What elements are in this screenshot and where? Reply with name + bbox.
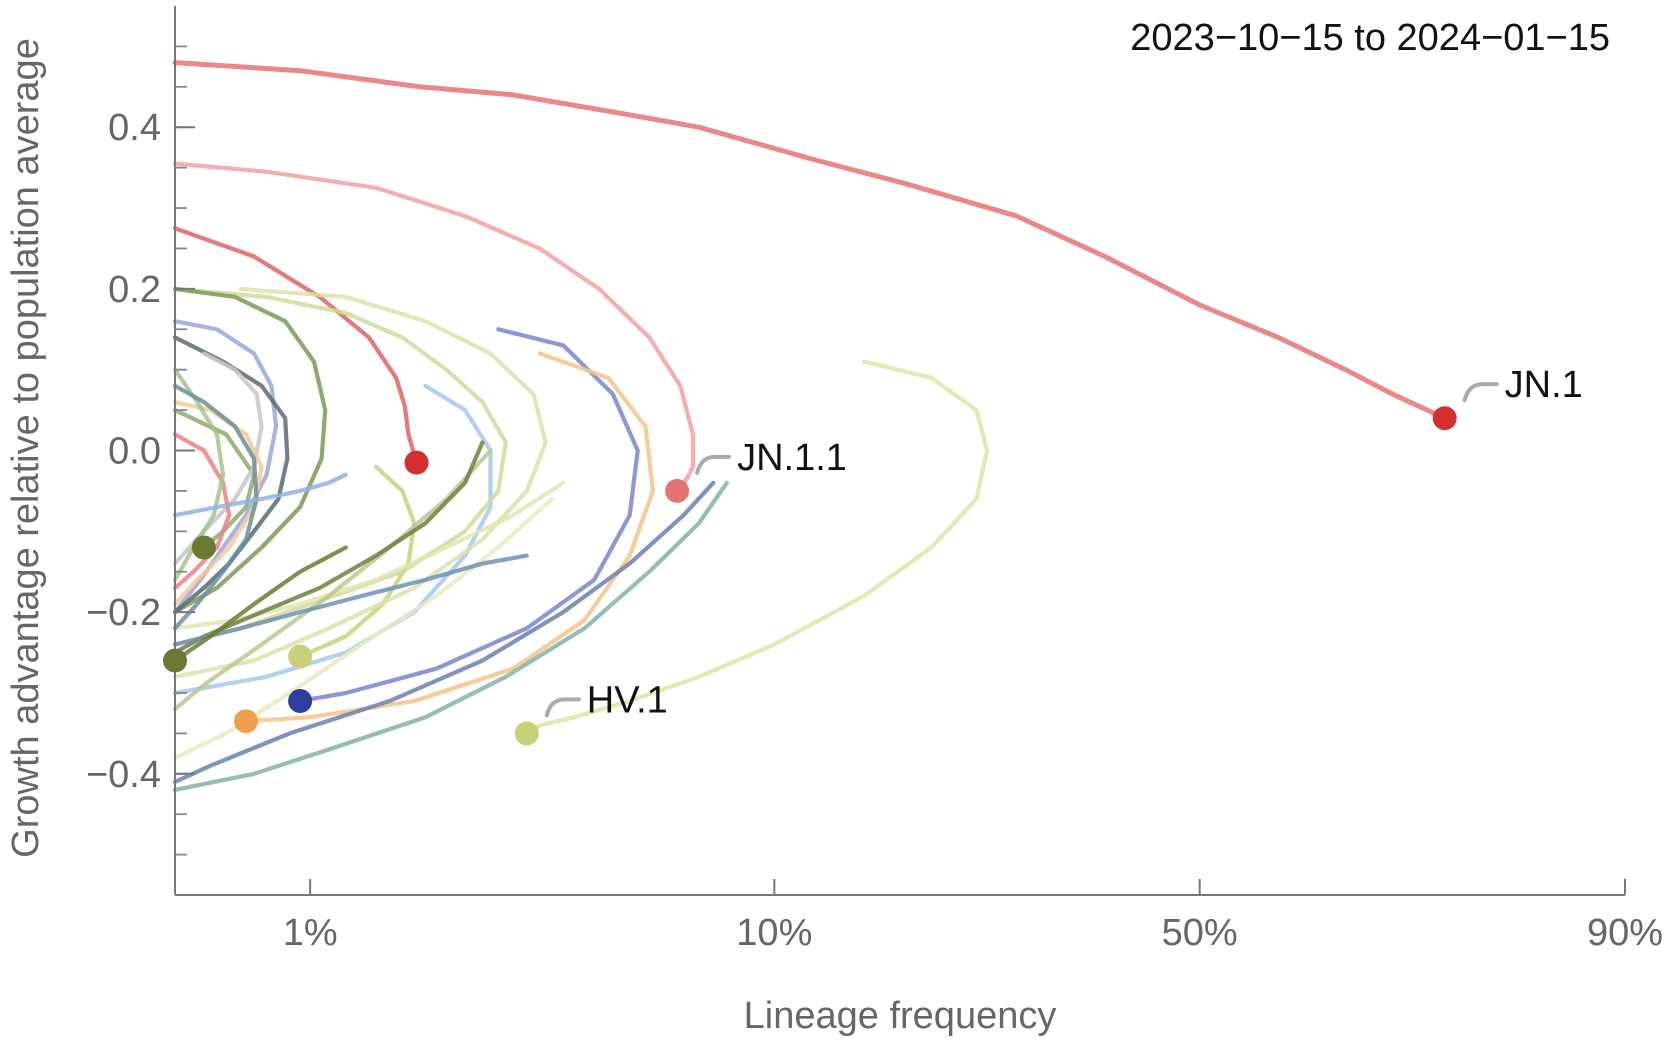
x-tick-label: 90% (1587, 912, 1663, 954)
endpoint-lineage-7 (191, 535, 216, 560)
endpoint-lineage-5 (288, 689, 313, 713)
series-layer (172, 60, 1448, 793)
series-line-lineage-11 (172, 480, 716, 785)
label-leader-jn-1-1 (695, 454, 732, 475)
lineage-label-jn-1-1: JN.1.1 (737, 437, 847, 479)
label-leader-hv-1 (544, 697, 581, 718)
x-axis-title: Lineage frequency (744, 995, 1057, 1037)
series-line-lineage-13 (172, 286, 548, 679)
series-line-lineage-27 (172, 553, 529, 647)
endpoint-jn-1 (1432, 406, 1457, 431)
y-tick-label: −0.4 (86, 754, 161, 796)
series-line-jn-1 (172, 60, 1448, 421)
y-tick-label: 0.4 (108, 107, 161, 149)
axes-layer: 0.4 0.2 0.0 −0.2 −0.4 1% 10% 50% 90% (86, 6, 1663, 954)
series-line-lineage-4 (172, 226, 419, 465)
series-line-lineage-9 (172, 383, 493, 696)
endpoint-lineage-6 (234, 709, 258, 734)
x-tick-label: 10% (736, 912, 812, 954)
y-tick-label: −0.2 (86, 592, 161, 634)
x-tick-label: 50% (1162, 912, 1238, 954)
series-line-lineage-20 (172, 335, 290, 615)
series-line-lineage-10 (172, 480, 730, 793)
series-line-lineage-12 (172, 286, 508, 647)
series-line-jn-1-1 (172, 161, 696, 493)
endpoint-lineage-8 (288, 644, 313, 669)
series-line-lineage-15 (172, 496, 554, 760)
series-line-lineage-26 (172, 472, 348, 518)
y-tick-label: 0.2 (108, 269, 161, 311)
endpoint-jn-1-1 (665, 478, 690, 503)
lineage-label-jn-1: JN.1 (1505, 364, 1583, 406)
date-range-label: 2023−10−15 to 2024−01−15 (1130, 17, 1610, 59)
series-line-hv-1 (524, 359, 990, 736)
endpoints-layer (163, 406, 1457, 746)
label-leader-jn-1 (1462, 382, 1499, 403)
endpoint-hv-1 (514, 721, 539, 746)
endpoint-lineage-4 (404, 450, 429, 475)
y-axis-title: Growth advantage relative to population … (5, 38, 47, 858)
series-line-lineage-28 (172, 545, 348, 663)
y-tick-label: 0.0 (108, 431, 161, 473)
series-line-lineage-23 (172, 432, 232, 591)
x-tick-label: 1% (283, 912, 338, 954)
endpoint-lineage-28 (163, 648, 187, 673)
lineage-labels-layer: JN.1 JN.1.1 HV.1 (544, 364, 1583, 721)
lineage-label-hv-1: HV.1 (587, 679, 668, 721)
series-line-lineage-18 (172, 286, 328, 615)
series-line-lineage-5 (298, 327, 640, 704)
